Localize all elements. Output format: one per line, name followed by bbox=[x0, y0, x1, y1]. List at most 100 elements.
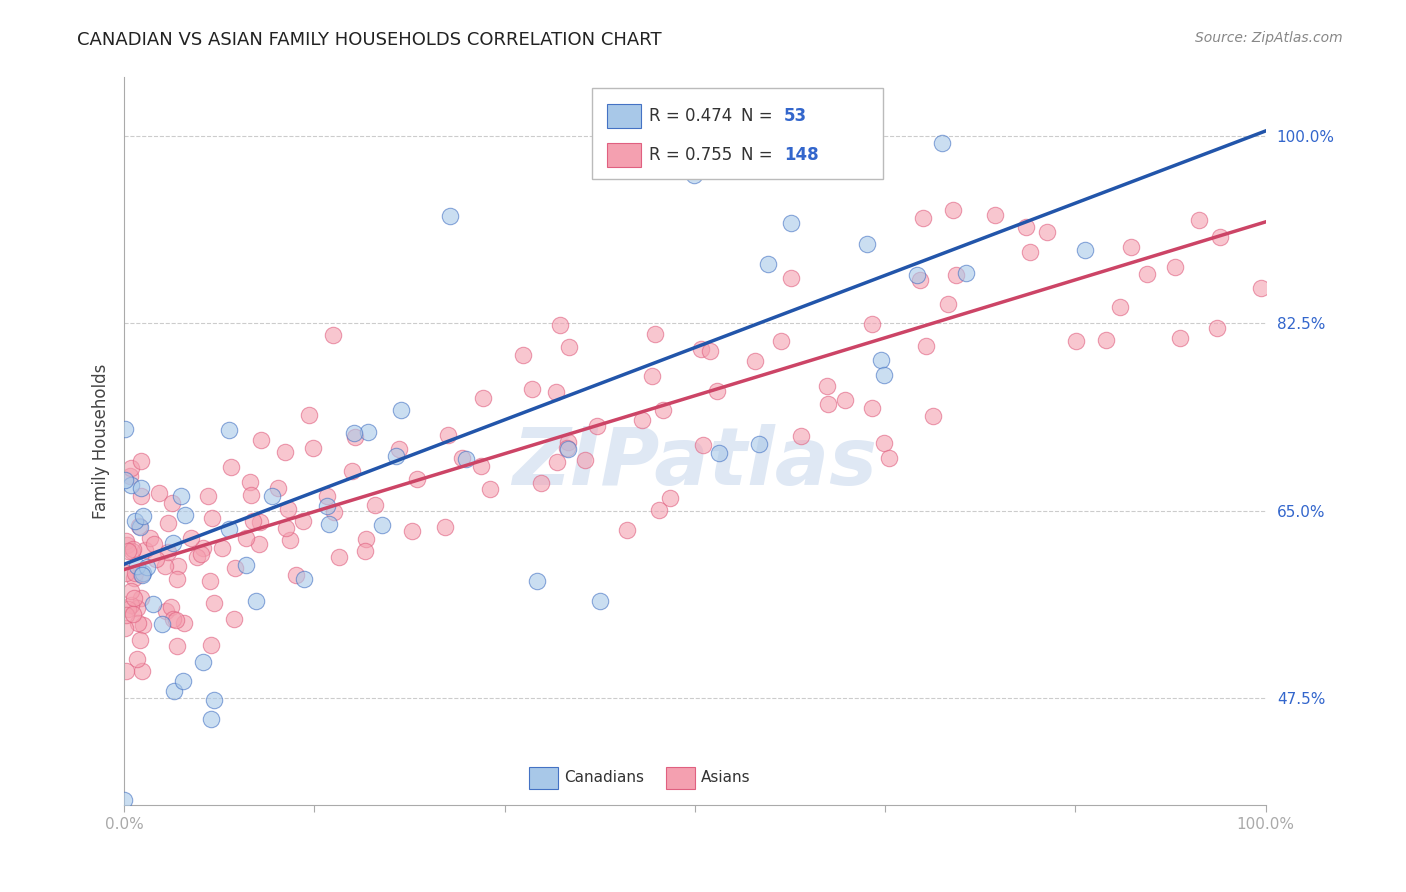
Point bbox=[433, 520, 456, 534]
Text: N =: N = bbox=[741, 146, 778, 164]
Point bbox=[354, 532, 377, 546]
Bar bbox=[607, 104, 641, 128]
Point bbox=[817, 397, 839, 411]
Point bbox=[239, 488, 262, 502]
Point bbox=[353, 544, 375, 558]
Point bbox=[834, 392, 856, 407]
Point bbox=[328, 549, 350, 564]
Point bbox=[955, 267, 977, 281]
Point bbox=[170, 489, 193, 503]
Point bbox=[125, 601, 148, 615]
Point bbox=[218, 424, 240, 438]
Point bbox=[815, 379, 838, 393]
Point bbox=[1036, 225, 1059, 239]
Point bbox=[117, 538, 139, 552]
Point bbox=[121, 544, 143, 558]
Point bbox=[342, 464, 364, 478]
Point bbox=[191, 655, 214, 669]
Point bbox=[131, 453, 153, 467]
Point bbox=[202, 596, 225, 610]
Text: CANADIAN VS ASIAN FAMILY HOUSEHOLDS CORRELATION CHART: CANADIAN VS ASIAN FAMILY HOUSEHOLDS CORR… bbox=[77, 31, 662, 49]
Text: Canadians: Canadians bbox=[564, 771, 644, 786]
Point bbox=[250, 434, 273, 448]
Point bbox=[122, 541, 145, 556]
Point bbox=[260, 489, 283, 503]
Point bbox=[744, 353, 766, 368]
Point bbox=[166, 559, 188, 574]
Point bbox=[114, 607, 136, 622]
Point bbox=[117, 544, 139, 558]
Point bbox=[115, 534, 138, 549]
Point bbox=[644, 327, 666, 342]
Point bbox=[936, 297, 959, 311]
Point bbox=[748, 437, 770, 451]
Point bbox=[679, 163, 702, 178]
Point bbox=[131, 664, 153, 678]
Point bbox=[343, 425, 366, 440]
Point bbox=[316, 499, 339, 513]
Point bbox=[470, 458, 492, 473]
Text: 148: 148 bbox=[785, 146, 818, 164]
Point bbox=[131, 591, 153, 606]
Point bbox=[870, 352, 893, 367]
Point bbox=[235, 531, 257, 545]
Point bbox=[174, 508, 197, 522]
Text: Source: ZipAtlas.com: Source: ZipAtlas.com bbox=[1195, 31, 1343, 45]
Point bbox=[706, 384, 728, 398]
Point bbox=[451, 450, 474, 465]
Point bbox=[911, 211, 934, 225]
Point bbox=[941, 202, 963, 217]
Point bbox=[153, 559, 176, 574]
Point bbox=[931, 136, 953, 151]
Point bbox=[134, 543, 156, 558]
Point bbox=[245, 594, 267, 608]
Point bbox=[1119, 239, 1142, 253]
Point bbox=[316, 490, 339, 504]
Point bbox=[1168, 331, 1191, 345]
Point bbox=[439, 209, 461, 223]
Point bbox=[198, 574, 221, 589]
Point bbox=[344, 430, 367, 444]
Point bbox=[557, 442, 579, 457]
Point bbox=[129, 481, 152, 495]
Point bbox=[148, 486, 170, 500]
Point bbox=[162, 612, 184, 626]
Point bbox=[574, 453, 596, 467]
Point bbox=[129, 489, 152, 503]
Point bbox=[165, 613, 187, 627]
Point bbox=[922, 409, 945, 423]
Point bbox=[322, 327, 344, 342]
Point bbox=[160, 599, 183, 614]
Point bbox=[277, 502, 299, 516]
Point bbox=[132, 509, 155, 524]
Point bbox=[388, 442, 411, 457]
Point bbox=[1209, 230, 1232, 244]
Point bbox=[125, 651, 148, 665]
Point bbox=[122, 571, 145, 585]
Point bbox=[239, 475, 262, 490]
Point bbox=[699, 343, 721, 358]
Bar bbox=[607, 143, 641, 167]
Point bbox=[1019, 245, 1042, 260]
Point bbox=[856, 236, 879, 251]
Point bbox=[790, 429, 813, 443]
Point bbox=[915, 339, 938, 353]
Point bbox=[364, 499, 387, 513]
Point bbox=[222, 612, 245, 626]
Point bbox=[129, 633, 152, 648]
Text: ZIPatlas: ZIPatlas bbox=[512, 424, 877, 502]
Point bbox=[135, 560, 157, 574]
Point bbox=[200, 712, 222, 726]
Point bbox=[266, 481, 288, 495]
Point bbox=[278, 533, 301, 547]
Point bbox=[163, 684, 186, 698]
Point bbox=[984, 208, 1007, 222]
Y-axis label: Family Households: Family Households bbox=[93, 363, 110, 519]
Point bbox=[1250, 281, 1272, 295]
Point bbox=[190, 547, 212, 561]
Point bbox=[193, 541, 215, 555]
Point bbox=[157, 516, 180, 531]
Point bbox=[683, 168, 706, 182]
Point bbox=[512, 348, 534, 362]
Point bbox=[142, 597, 165, 611]
